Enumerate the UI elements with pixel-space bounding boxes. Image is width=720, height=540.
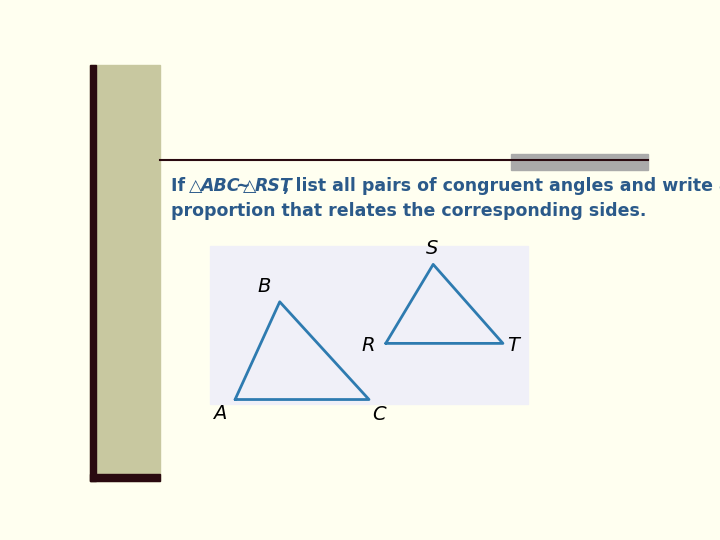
Text: $C$: $C$ — [372, 404, 388, 423]
Text: RST: RST — [255, 177, 292, 195]
Text: $A$: $A$ — [212, 404, 227, 423]
Text: $R$: $R$ — [361, 336, 374, 355]
Bar — [511, 154, 648, 170]
Bar — [210, 246, 528, 404]
Bar — [90, 65, 96, 481]
Text: $T$: $T$ — [508, 336, 523, 355]
Text: $B$: $B$ — [257, 276, 271, 295]
Text: △: △ — [243, 177, 257, 195]
Text: ABC: ABC — [200, 177, 240, 195]
Bar — [90, 474, 160, 481]
Text: proportion that relates the corresponding sides.: proportion that relates the correspondin… — [171, 202, 647, 220]
Text: If: If — [171, 177, 191, 195]
Text: , list all pairs of congruent angles and write a: , list all pairs of congruent angles and… — [282, 177, 720, 195]
Text: $S$: $S$ — [426, 239, 439, 258]
Text: △: △ — [189, 177, 202, 195]
Text: ~: ~ — [230, 177, 256, 195]
Bar — [90, 65, 160, 481]
